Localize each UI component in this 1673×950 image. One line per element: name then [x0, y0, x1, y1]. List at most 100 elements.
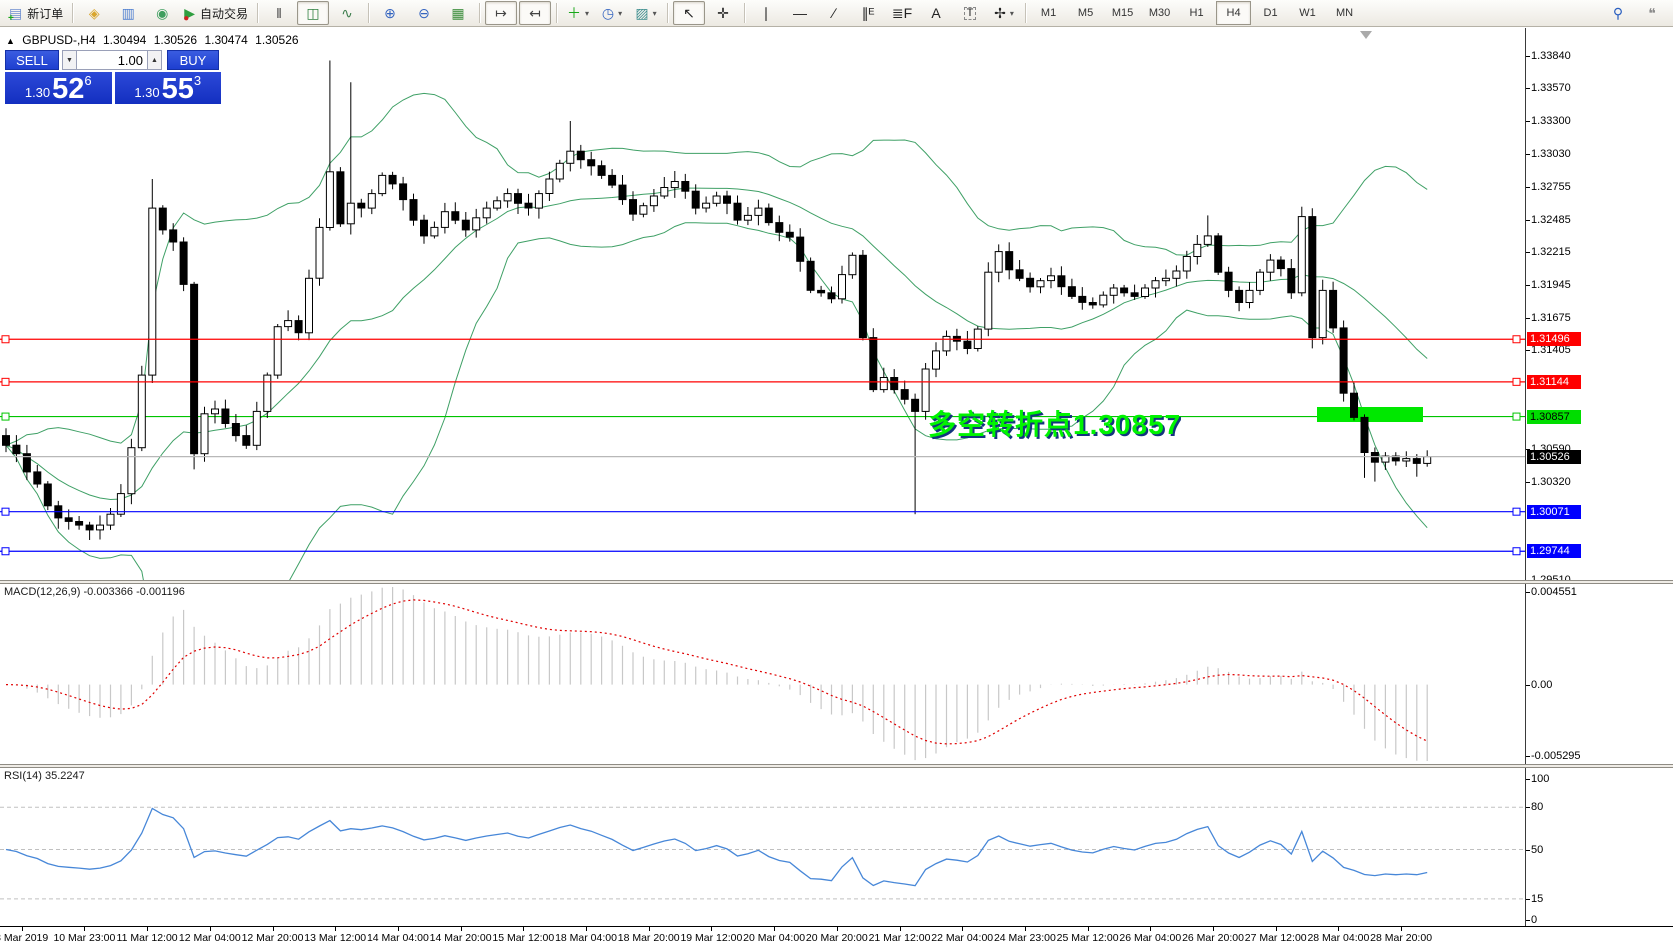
candle-body: [723, 195, 731, 204]
ohlc-close: 1.30526: [255, 33, 299, 47]
rsi-panel-canvas[interactable]: [0, 768, 1525, 924]
candle-body: [1015, 269, 1024, 279]
macd-splitter[interactable]: [0, 580, 1673, 584]
buy-button[interactable]: BUY: [167, 50, 219, 70]
candle-body: [921, 368, 930, 412]
axis-tick: [1526, 807, 1530, 809]
collapse-icon[interactable]: ▲: [6, 36, 15, 46]
periods-icon: ◷: [601, 5, 615, 21]
fibonacci-button[interactable]: ≣F: [886, 1, 918, 25]
line-handle[interactable]: [1, 412, 10, 421]
time-axis-tick: [460, 927, 462, 931]
line-chart-button[interactable]: ∿: [331, 1, 363, 25]
time-axis-label: 14 Mar 04:00: [366, 932, 429, 944]
zoom-in-button[interactable]: ⊕: [374, 1, 406, 25]
price-chart-canvas[interactable]: [0, 28, 1525, 580]
trendline-button[interactable]: ∕: [818, 1, 850, 25]
timeframe-m1[interactable]: M1: [1040, 7, 1057, 19]
data-window-button[interactable]: ▥: [112, 1, 144, 25]
zoom-in-icon: ⊕: [384, 5, 396, 21]
chevron-down-icon[interactable]: ▾: [652, 8, 657, 18]
timeframe-h1[interactable]: H1: [1189, 7, 1204, 19]
candle-body: [555, 162, 564, 180]
sell-button[interactable]: SELL: [5, 50, 59, 70]
candle-body: [743, 214, 752, 221]
candlestick-chart-button[interactable]: ◫: [297, 1, 330, 25]
auto-scroll-button[interactable]: ↦: [485, 1, 518, 25]
timeframe-w1[interactable]: W1: [1299, 7, 1316, 19]
text-button[interactable]: A: [920, 1, 952, 25]
chevron-down-icon[interactable]: ▾: [1009, 8, 1014, 18]
line-handle[interactable]: [1512, 412, 1521, 421]
buy-price-panel[interactable]: 1.30 55 3: [114, 72, 221, 104]
line-handle[interactable]: [1512, 377, 1521, 386]
label-button[interactable]: T: [954, 1, 986, 25]
channel-button[interactable]: ∥ᴱ: [852, 1, 884, 25]
volume-input[interactable]: [77, 50, 147, 70]
signals-button[interactable]: ◉: [146, 1, 178, 25]
line-handle[interactable]: [1512, 547, 1521, 556]
new-order-button[interactable]: ▤ + 新订单: [5, 1, 67, 25]
bar-chart-button[interactable]: ǁ: [263, 1, 295, 25]
chevron-down-icon[interactable]: ▾: [585, 8, 590, 18]
price-axis-label: 1.31405: [1531, 344, 1571, 357]
line-handle[interactable]: [1512, 335, 1521, 344]
candle-body: [608, 174, 617, 186]
crosshair-button[interactable]: ✛: [707, 1, 739, 25]
candle-body: [430, 226, 439, 237]
chart-shift-button[interactable]: ↤: [519, 1, 552, 25]
indicators-button[interactable]: ＋ ▾: [562, 1, 594, 25]
candle-body: [963, 340, 972, 350]
periods-button[interactable]: ◷ ▾: [596, 1, 628, 25]
templates-button[interactable]: ▨ ▾: [630, 1, 662, 25]
rsi-splitter[interactable]: [0, 764, 1673, 768]
candle-body: [712, 195, 721, 204]
label-icon: T: [963, 6, 977, 20]
market-watch-button[interactable]: ◈: [78, 1, 110, 25]
timeframe-d1[interactable]: D1: [1263, 7, 1278, 19]
line-handle[interactable]: [1, 547, 10, 556]
chat-button[interactable]: ❝: [1636, 1, 1668, 25]
horizontal-line-button[interactable]: —: [784, 1, 816, 25]
badge-icon: ●: [183, 13, 190, 24]
line-handle[interactable]: [1, 377, 10, 386]
toolbar-separator: [368, 3, 370, 23]
crosshair-icon: ✛: [717, 5, 729, 21]
chevron-down-icon[interactable]: ▾: [618, 8, 623, 18]
volume-up-button[interactable]: ▲: [147, 50, 162, 70]
timeframe-m30[interactable]: M30: [1148, 7, 1171, 19]
sell-price-panel[interactable]: 1.30 52 6: [5, 72, 112, 104]
macd-panel-canvas[interactable]: [0, 584, 1525, 764]
line-handle[interactable]: [1, 507, 10, 516]
highlight-rectangle[interactable]: [1317, 407, 1423, 422]
cursor-button[interactable]: ↖: [673, 1, 706, 25]
timeframe-mn[interactable]: MN: [1335, 7, 1354, 19]
time-axis-label: 15 Mar 12:00: [492, 932, 555, 944]
timeframe-m5[interactable]: M5: [1077, 7, 1094, 19]
candle-body: [1026, 277, 1035, 288]
vertical-line-button[interactable]: ∣: [750, 1, 782, 25]
candle-body: [273, 326, 282, 376]
zoom-out-button[interactable]: ⊖: [408, 1, 440, 25]
time-scale[interactable]: 8 Mar 2019 10 Mar 23:00 11 Mar 12:00 12 Mar…: [0, 926, 1673, 950]
buy-price-sup: 3: [193, 73, 202, 88]
candle-body: [137, 374, 146, 449]
candle-body: [1141, 287, 1149, 297]
timeframe-h4[interactable]: H4: [1216, 1, 1252, 25]
timeframe-m15[interactable]: M15: [1111, 7, 1134, 19]
tile-windows-button[interactable]: ▦: [442, 1, 474, 25]
line-handle[interactable]: [1512, 507, 1521, 516]
price-axis-label: 1.33570: [1531, 82, 1571, 95]
candle-body: [357, 202, 366, 209]
autotrading-button[interactable]: ▶ ● 自动交易: [180, 1, 252, 25]
time-axis-tick: [21, 927, 23, 931]
line-handle[interactable]: [1, 335, 10, 344]
candle-body: [618, 184, 627, 201]
search-button[interactable]: ⚲: [1602, 1, 1634, 25]
arrows-button[interactable]: ✢ ▾: [988, 1, 1020, 25]
chart-annotation-text[interactable]: 多空转折点1.30857: [928, 409, 1182, 440]
candle-body: [472, 217, 481, 231]
candle-body: [503, 193, 512, 202]
volume-down-button[interactable]: ▼: [62, 50, 77, 70]
candle-body: [1047, 275, 1055, 282]
